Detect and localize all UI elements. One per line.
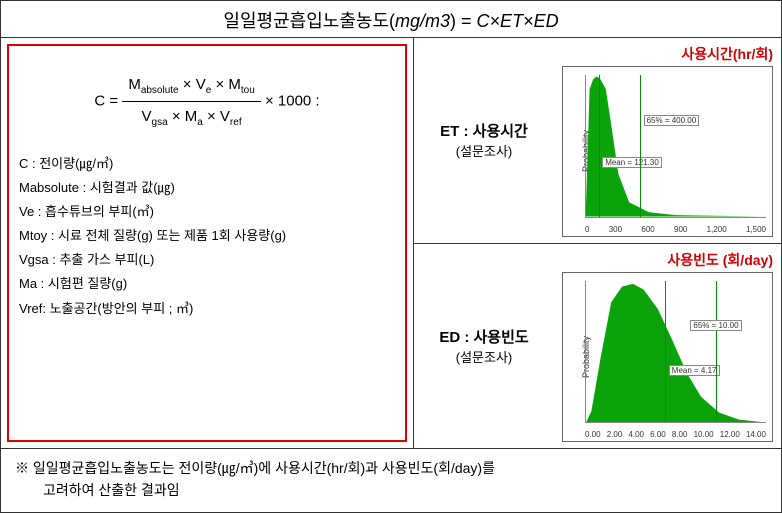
footnote: ※ 일일평균흡입노출농도는 전이량(㎍/㎥)에 사용시간(hr/회)과 사용빈도… bbox=[1, 448, 781, 510]
ed-vline-mean bbox=[665, 281, 666, 423]
ed-density-curve bbox=[586, 281, 766, 423]
def-row: Ve : 흡수튜브의 부피(㎥) bbox=[19, 201, 395, 223]
def-row: C : 전이량(㎍/㎥) bbox=[19, 153, 395, 175]
et-chart-box: Probability Mean = 121.30 65% = 400.00 0 bbox=[562, 66, 773, 237]
et-chart-wrap: 사용시간(hr/회) Probability Mean = 121.30 65%… bbox=[554, 38, 781, 243]
formula-tail: × 1000 : bbox=[265, 92, 320, 109]
title-mid: ) = bbox=[450, 11, 477, 31]
ed-curve-path bbox=[586, 283, 766, 422]
title-row: 일일평균흡입노출농도(mg/m3) = C×ET×ED bbox=[1, 1, 781, 38]
ed-row: ED : 사용빈도 (설문조사) 사용빈도 (회/day) Probabilit… bbox=[414, 244, 781, 449]
ed-xticks: 0.00 2.00 4.00 6.00 8.00 10.00 12.00 14.… bbox=[585, 430, 766, 439]
et-xticks: 0 300 600 900 1,200 1,500 bbox=[585, 225, 766, 234]
formula-denominator: Vgsa × Ma × Vref bbox=[122, 102, 260, 131]
title-prefix: 일일평균흡입노출농도( bbox=[223, 11, 395, 31]
et-survey-note: (설문조사) bbox=[456, 141, 513, 160]
ed-survey-note: (설문조사) bbox=[456, 347, 513, 366]
et-vlabel-mean: Mean = 121.30 bbox=[602, 157, 662, 168]
def-row: Vgsa : 추출 가스 부피(L) bbox=[19, 249, 395, 271]
ed-chart-wrap: 사용빈도 (회/day) Probability Mean = 4.17 65%… bbox=[554, 244, 781, 449]
et-row: ET : 사용시간 (설문조사) 사용시간(hr/회) Probability … bbox=[414, 38, 781, 244]
et-vlabel-65: 65% = 400.00 bbox=[644, 115, 700, 126]
ed-label: ED : 사용빈도 bbox=[439, 326, 528, 347]
def-row: Mabsolute : 시험결과 값(㎍) bbox=[19, 177, 395, 199]
et-label: ET : 사용시간 bbox=[440, 120, 528, 141]
ed-chart-box: Probability Mean = 4.17 65% = 10.00 0.00 bbox=[562, 272, 773, 443]
et-vline-mean bbox=[599, 75, 600, 217]
formula-lhs: C = bbox=[94, 92, 118, 109]
ed-vlabel-65: 65% = 10.00 bbox=[690, 320, 741, 331]
ed-vlabel-mean: Mean = 4.17 bbox=[669, 365, 720, 376]
et-vline-65 bbox=[640, 75, 641, 217]
title-rhs: C×ET×ED bbox=[477, 11, 559, 31]
formula-fraction: Mabsolute × Ve × Mtou Vgsa × Ma × Vref bbox=[122, 72, 260, 131]
et-label-block: ET : 사용시간 (설문조사) bbox=[414, 38, 554, 243]
def-row: Mtoy : 시료 전체 질량(g) 또는 제품 1회 사용량(g) bbox=[19, 225, 395, 247]
def-row: Ma : 시험편 질량(g) bbox=[19, 273, 395, 295]
formula-c-equation: C = Mabsolute × Ve × Mtou Vgsa × Ma × Vr… bbox=[19, 54, 395, 153]
footnote-line1: ※ 일일평균흡입노출농도는 전이량(㎍/㎥)에 사용시간(hr/회)과 사용빈도… bbox=[15, 457, 767, 479]
et-curve-path bbox=[586, 76, 766, 216]
left-formula-panel: C = Mabsolute × Ve × Mtou Vgsa × Ma × Vr… bbox=[7, 44, 407, 442]
def-row: Vref: 노출공간(방안의 부피 ; ㎥) bbox=[19, 298, 395, 320]
ed-plot: Mean = 4.17 65% = 10.00 bbox=[585, 281, 766, 424]
ed-chart-title: 사용빈도 (회/day) bbox=[562, 250, 773, 270]
title-unit: mg/m3 bbox=[395, 11, 450, 31]
et-density-curve bbox=[586, 75, 766, 217]
et-plot: Mean = 121.30 65% = 400.00 bbox=[585, 75, 766, 218]
et-chart-title: 사용시간(hr/회) bbox=[562, 44, 773, 64]
variable-definitions: C : 전이량(㎍/㎥) Mabsolute : 시험결과 값(㎍) Ve : … bbox=[19, 153, 395, 320]
right-charts-panel: ET : 사용시간 (설문조사) 사용시간(hr/회) Probability … bbox=[413, 38, 781, 448]
footnote-line2: 고려하여 산출한 결과임 bbox=[15, 479, 767, 501]
ed-label-block: ED : 사용빈도 (설문조사) bbox=[414, 244, 554, 449]
main-area: C = Mabsolute × Ve × Mtou Vgsa × Ma × Vr… bbox=[1, 38, 781, 448]
ed-vline-65 bbox=[716, 281, 717, 423]
formula-numerator: Mabsolute × Ve × Mtou bbox=[122, 72, 260, 102]
document-frame: 일일평균흡입노출농도(mg/m3) = C×ET×ED C = Mabsolut… bbox=[0, 0, 782, 513]
